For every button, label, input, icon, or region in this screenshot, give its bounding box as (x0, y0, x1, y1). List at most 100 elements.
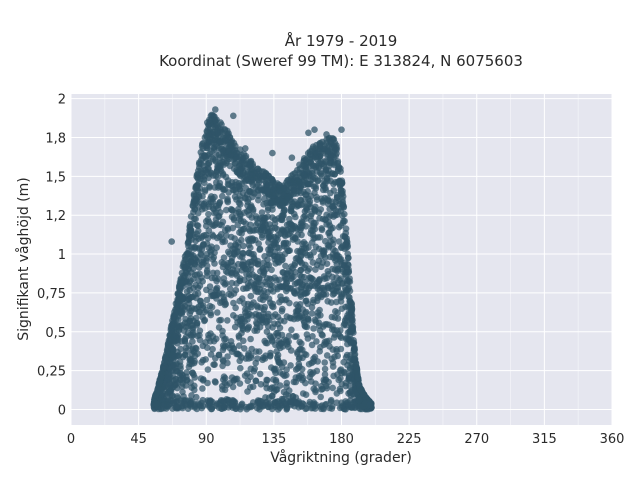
data-point (224, 396, 232, 404)
data-point (258, 186, 266, 193)
data-point (332, 207, 340, 214)
data-point (204, 161, 211, 168)
data-point (203, 262, 211, 270)
data-point (246, 171, 254, 178)
data-point (361, 400, 369, 407)
data-point (238, 295, 246, 302)
data-point (262, 221, 270, 229)
data-point (228, 233, 235, 241)
data-point (328, 405, 336, 412)
data-point (201, 152, 208, 160)
data-point (210, 146, 218, 153)
data-point (268, 266, 275, 274)
data-point (261, 303, 269, 311)
data-point (175, 351, 183, 359)
data-point (324, 282, 332, 289)
data-point (304, 251, 311, 259)
data-point (346, 278, 354, 286)
data-point (252, 319, 260, 327)
data-point (189, 398, 196, 405)
data-point (182, 382, 190, 389)
data-point (313, 338, 320, 345)
x-tick-label: 225 (397, 432, 422, 447)
data-point (334, 158, 342, 165)
data-point (294, 348, 301, 356)
data-point (330, 149, 337, 157)
data-point (294, 315, 301, 322)
data-point (287, 398, 294, 405)
data-point (201, 317, 208, 325)
data-point (276, 404, 284, 412)
y-tick-label: 0,25 (37, 365, 66, 380)
data-point (242, 145, 249, 152)
x-tick-label: 360 (600, 432, 625, 447)
data-point (193, 258, 201, 266)
data-point (236, 357, 243, 365)
data-point (280, 191, 288, 199)
data-point (344, 254, 352, 262)
data-point (337, 298, 345, 305)
data-point (204, 142, 211, 150)
data-point (312, 401, 320, 408)
data-point (174, 290, 182, 297)
data-point (203, 296, 211, 304)
data-point (219, 192, 226, 200)
data-point (230, 312, 237, 319)
data-point (232, 304, 239, 312)
data-point (283, 279, 291, 287)
data-point (221, 298, 228, 306)
data-point (209, 269, 217, 277)
data-point (204, 216, 212, 223)
data-point (295, 355, 303, 363)
data-point (324, 177, 331, 184)
data-point (292, 366, 300, 373)
data-point (342, 287, 350, 294)
data-point (247, 352, 255, 359)
data-point (320, 163, 328, 170)
data-point (161, 355, 169, 362)
data-point (317, 158, 325, 165)
data-point (265, 233, 273, 241)
data-point (208, 303, 216, 311)
data-point (274, 236, 281, 243)
chart-subtitle: Koordinat (Sweref 99 TM): E 313824, N 60… (159, 52, 523, 70)
data-point (312, 185, 320, 192)
data-point (329, 265, 336, 273)
data-point (238, 267, 246, 274)
data-point (165, 337, 173, 344)
x-tick-label: 270 (464, 432, 489, 447)
data-point (232, 286, 240, 294)
data-point (317, 170, 325, 178)
data-point (309, 145, 316, 153)
data-point (178, 278, 185, 286)
data-point (235, 243, 242, 251)
data-point (207, 248, 214, 255)
data-point (287, 207, 295, 215)
data-point (239, 170, 246, 178)
data-point (203, 127, 211, 135)
data-point (218, 145, 226, 153)
data-point (303, 331, 311, 338)
data-point (218, 121, 225, 128)
data-point (240, 258, 247, 266)
data-point (160, 365, 167, 372)
data-point (183, 373, 190, 381)
data-point (327, 225, 335, 233)
data-point (202, 222, 210, 230)
data-point (260, 259, 267, 267)
data-point (278, 201, 286, 209)
data-point (314, 285, 322, 293)
data-point (289, 225, 297, 233)
data-point (197, 160, 205, 168)
data-point (285, 332, 293, 340)
data-point (240, 225, 248, 233)
data-point (285, 338, 292, 346)
data-point (297, 224, 305, 232)
data-point (153, 400, 160, 408)
data-point (188, 304, 195, 312)
data-point (285, 247, 292, 255)
data-point (296, 271, 304, 279)
data-point (221, 379, 229, 387)
data-point (176, 358, 184, 366)
data-point (351, 356, 359, 363)
